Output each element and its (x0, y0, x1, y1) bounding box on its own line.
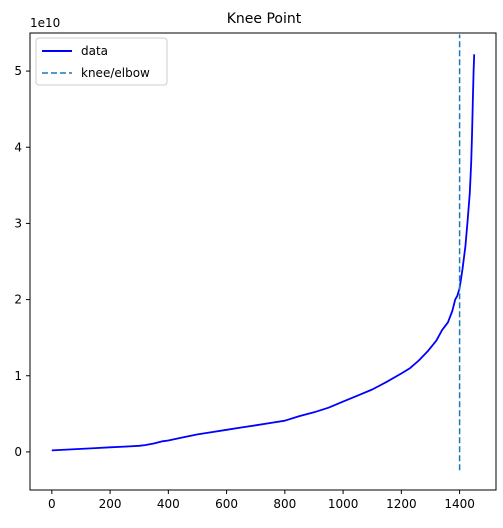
x-tick-label: 200 (99, 497, 122, 511)
y-tick-label: 1 (14, 369, 22, 383)
y-axis: 0 1 2 3 4 5 (14, 64, 30, 459)
y-offset-label: 1e10 (30, 16, 60, 30)
x-tick-label: 1400 (444, 497, 475, 511)
chart-title: Knee Point (227, 11, 302, 27)
legend: data knee/elbow (35, 37, 168, 86)
y-tick-label: 0 (14, 445, 22, 459)
x-tick-label: 1000 (328, 497, 359, 511)
x-tick-label: 800 (273, 497, 296, 511)
data-series-line (51, 54, 476, 452)
legend-knee-label: knee/elbow (81, 66, 150, 80)
plot-content (51, 34, 476, 471)
x-axis: 0 200 400 600 800 1000 1200 1400 (48, 490, 475, 511)
legend-data-label: data (81, 44, 108, 58)
x-tick-label: 600 (215, 497, 238, 511)
y-tick-label: 5 (14, 64, 22, 78)
y-tick-label: 2 (14, 293, 22, 307)
y-tick-label: 4 (14, 140, 22, 154)
x-tick-label: 1200 (386, 497, 417, 511)
plot-frame (29, 32, 497, 491)
x-tick-label: 0 (48, 497, 56, 511)
y-tick-label: 3 (14, 216, 22, 230)
legend-box (35, 37, 168, 86)
x-tick-label: 400 (157, 497, 180, 511)
